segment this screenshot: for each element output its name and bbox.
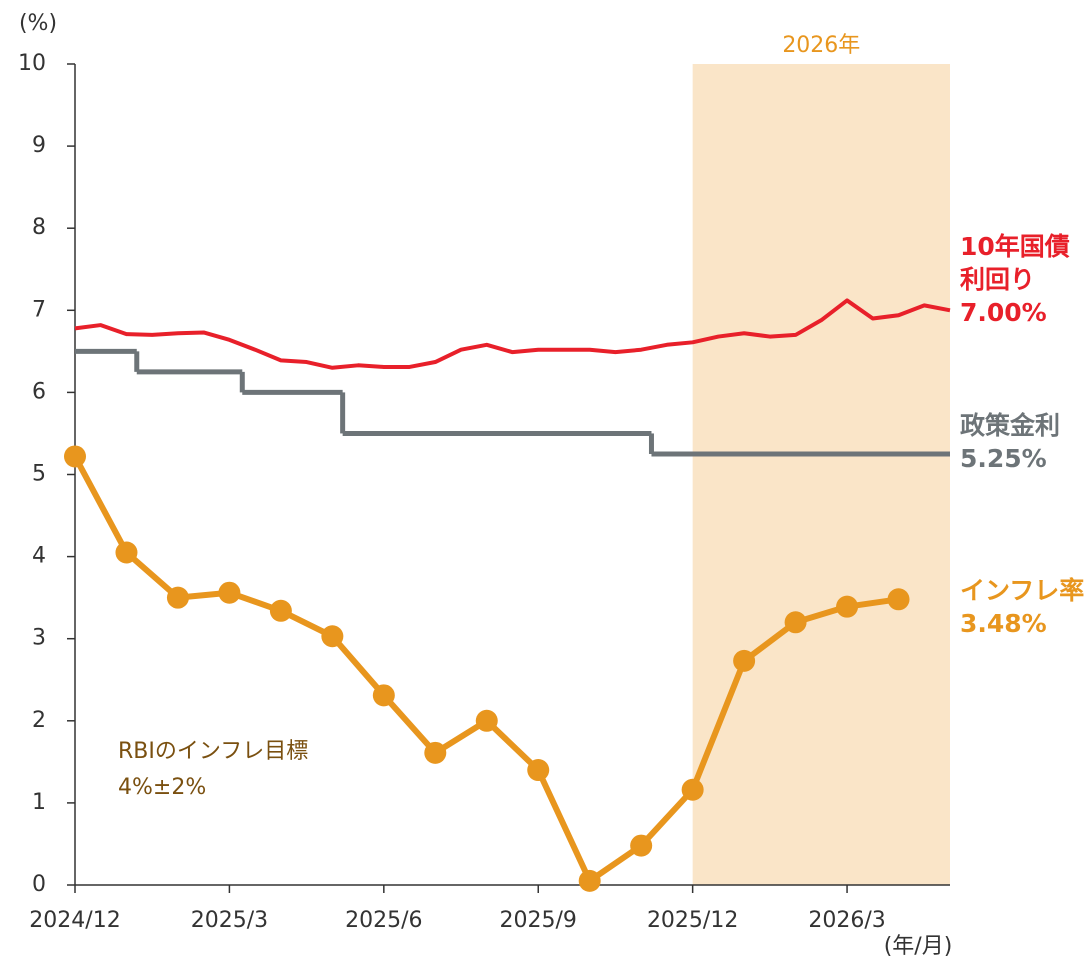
inflation-point: [218, 581, 241, 604]
inflation-point: [64, 445, 86, 468]
annotation: 5.25%: [960, 444, 1047, 473]
inflation-point: [269, 599, 292, 622]
inflation-point: [372, 684, 395, 707]
annotation: 利回り: [960, 265, 1035, 294]
x-tick-label: 2025/3: [191, 908, 268, 933]
inflation-point: [836, 595, 859, 618]
y-tick-label: 2: [32, 708, 46, 733]
y-tick-label: 6: [32, 379, 46, 404]
x-tick-label: 2025/12: [647, 908, 738, 933]
annotation: 政策金利: [960, 411, 1060, 440]
x-tick-label: 2026/3: [808, 908, 885, 933]
inflation-point: [784, 611, 807, 634]
inflation-point: [321, 625, 344, 648]
annotation: 10年国債: [960, 232, 1070, 261]
y-tick-label: 0: [32, 872, 46, 897]
inflation-point: [424, 741, 447, 764]
y-tick-label: 9: [32, 133, 46, 158]
annotation: 7.00%: [960, 298, 1047, 327]
annotation: インフレ率: [960, 576, 1084, 605]
inflation-point: [681, 778, 704, 801]
y-tick-label: 1: [32, 790, 46, 815]
y-tick-label: 4: [32, 544, 46, 569]
x-tick-label: 2025/6: [345, 908, 422, 933]
inflation-point: [475, 709, 498, 732]
y-unit: (%): [19, 11, 57, 36]
inflation-point: [630, 834, 653, 857]
y-tick-label: 10: [18, 51, 46, 76]
inflation-point: [115, 541, 138, 564]
annotation: 4%±2%: [118, 775, 206, 800]
x-tick-label: 2024/12: [29, 908, 120, 933]
inflation-point: [578, 869, 601, 892]
inflation-point: [166, 586, 189, 609]
inflation-point: [527, 759, 550, 782]
shade-2026: [692, 64, 950, 885]
yield-line: [74, 298, 951, 370]
y-tick-label: 5: [32, 462, 46, 487]
annotation: RBIのインフレ目標: [118, 739, 308, 764]
x-tick-label: 2025/9: [500, 908, 577, 933]
shade-label: 2026年: [782, 33, 860, 58]
y-tick-label: 7: [32, 297, 46, 322]
inflation-point: [733, 649, 756, 672]
annotation: 3.48%: [960, 609, 1047, 638]
x-unit: (年/月): [884, 934, 953, 959]
y-tick-label: 3: [32, 626, 46, 651]
inflation-point: [887, 588, 910, 611]
y-tick-label: 8: [32, 215, 46, 240]
